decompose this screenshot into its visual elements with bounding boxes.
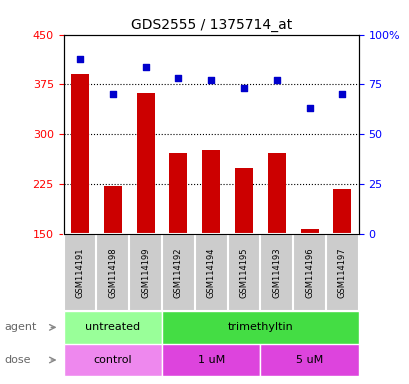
Bar (71, 74, 89, 234)
Title: GDS2555 / 1375714_at: GDS2555 / 1375714_at (130, 18, 291, 32)
Text: GSM114193: GSM114193 (272, 247, 281, 298)
Bar (267, 153, 285, 234)
Bar (333, 189, 351, 234)
Point (338, 91, 345, 98)
Bar (162, 344, 260, 376)
Point (207, 78, 214, 84)
Point (273, 78, 279, 84)
Text: GSM114198: GSM114198 (108, 247, 117, 298)
Text: untreated: untreated (85, 322, 140, 333)
Point (306, 105, 312, 111)
Text: GSM114191: GSM114191 (75, 247, 84, 298)
Text: GSM114192: GSM114192 (173, 247, 182, 298)
Text: agent: agent (4, 322, 36, 333)
Bar (234, 168, 252, 234)
Point (76, 55, 83, 61)
Point (175, 75, 181, 81)
Bar (260, 344, 358, 376)
Point (109, 91, 116, 98)
Text: dose: dose (4, 355, 31, 365)
Bar (136, 93, 154, 234)
Text: GSM114196: GSM114196 (304, 247, 313, 298)
Bar (169, 153, 187, 234)
Text: 1 uM: 1 uM (197, 355, 224, 365)
Text: 5 uM: 5 uM (295, 355, 322, 365)
Bar (63, 311, 162, 344)
Text: GSM114199: GSM114199 (141, 247, 150, 298)
Text: GSM114197: GSM114197 (337, 247, 346, 298)
Text: GSM114195: GSM114195 (239, 247, 248, 298)
Bar (103, 186, 121, 234)
Bar (300, 229, 318, 234)
Bar (202, 151, 220, 234)
Point (142, 63, 148, 70)
Text: control: control (93, 355, 132, 365)
Text: trimethyltin: trimethyltin (227, 322, 292, 333)
Point (240, 85, 247, 91)
Bar (162, 311, 358, 344)
Bar (63, 344, 162, 376)
Text: GSM114194: GSM114194 (206, 247, 215, 298)
